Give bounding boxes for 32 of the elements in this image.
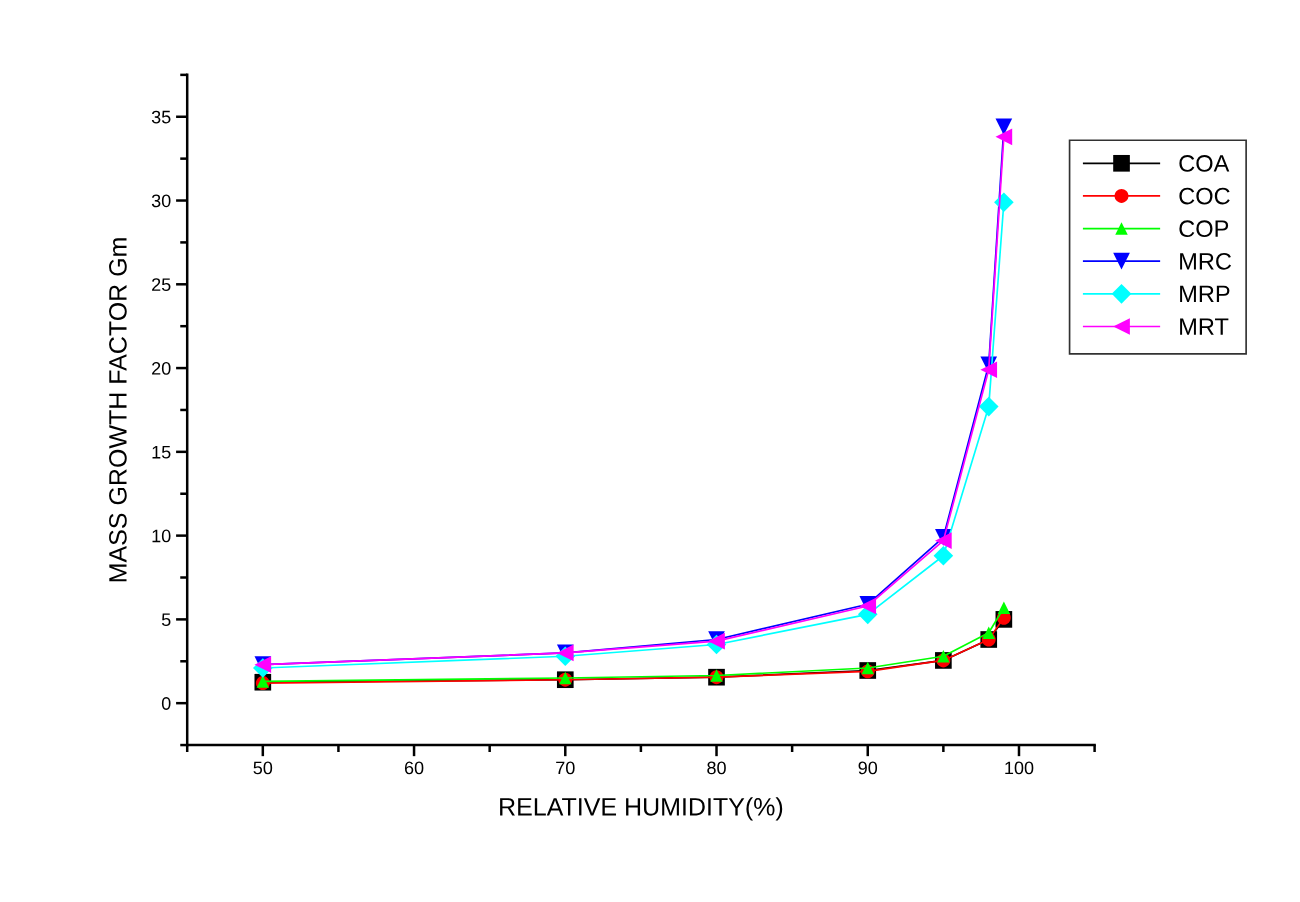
x-tick-label: 70 [556, 761, 575, 775]
x-tick-label: 50 [253, 761, 273, 775]
x-tick-label: 100 [1005, 761, 1034, 775]
point [997, 601, 1011, 614]
legend-label: COP [1179, 220, 1229, 238]
x-axis-title: RELATIVE HUMIDITY(%) [500, 797, 783, 821]
point [994, 192, 1014, 213]
x-tick-label: 90 [858, 761, 878, 775]
legend-label: MRT [1180, 318, 1229, 335]
y-tick-label: 15 [152, 445, 171, 459]
point [982, 626, 995, 640]
y-tick-label: 5 [161, 613, 171, 627]
point [980, 361, 998, 379]
y-tick-label: 20 [152, 362, 171, 375]
x-tick-label: 60 [404, 761, 424, 775]
y-tick-label: 0 [161, 697, 171, 710]
point [933, 545, 954, 566]
point [978, 396, 999, 417]
y-tick-label: 10 [152, 529, 171, 543]
legend-label: COA [1179, 155, 1230, 172]
legend-label: MRP [1180, 285, 1230, 303]
y-tick-label: 30 [151, 194, 171, 208]
y-axis-title: MASS GROWTH FACTOR Gm [109, 238, 127, 582]
x-tick-label: 80 [707, 761, 726, 775]
point [995, 128, 1013, 146]
point [937, 650, 950, 663]
point [861, 661, 874, 675]
y-tick-label: 25 [152, 278, 171, 292]
legend-label: MRC [1180, 252, 1232, 270]
y-tick-label: 35 [151, 110, 171, 124]
legend-label: COC [1179, 187, 1230, 205]
point [935, 532, 952, 549]
